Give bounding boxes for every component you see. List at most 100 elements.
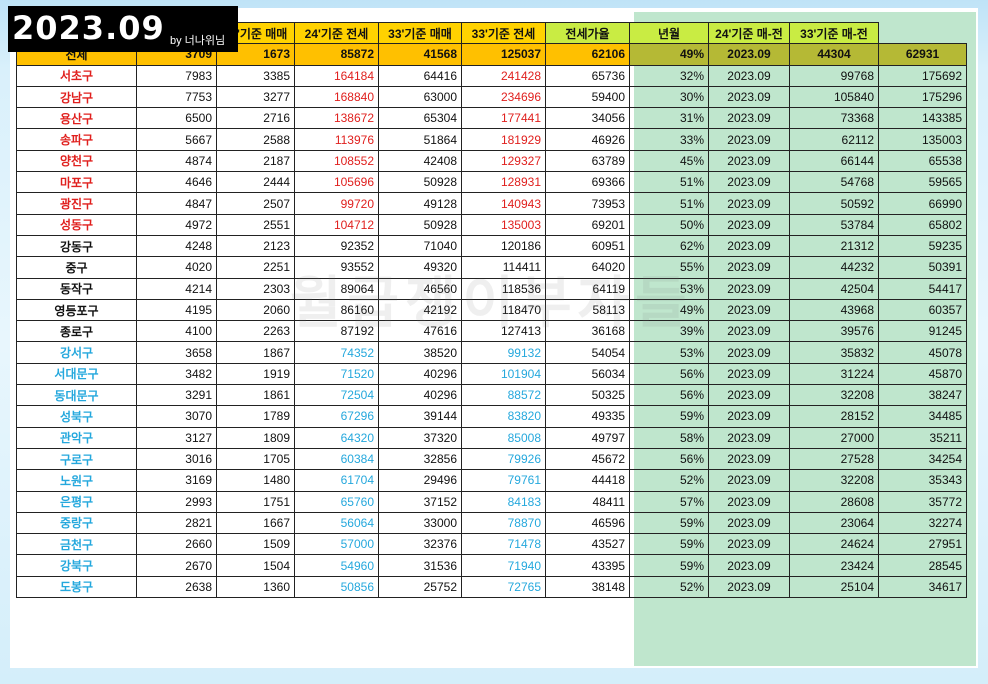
table-cell: 89064 <box>294 277 379 300</box>
table-cell: 36168 <box>545 320 630 343</box>
table-row: 중랑구 2821 1667 56064 33000 78870 46596 59% 2023.0… <box>16 511 967 535</box>
table-cell: 74352 <box>294 341 379 364</box>
table-row: 중구 4020 2251 93552 49320 114411 64020 55% 2023.0… <box>16 256 967 279</box>
table-cell: 28545 <box>878 554 967 577</box>
table-cell: 3482 <box>136 362 217 386</box>
district-name: 종로구 <box>16 320 137 343</box>
district-name: 강남구 <box>16 85 137 109</box>
table-cell: 99720 <box>294 192 379 215</box>
table-cell: 48411 <box>545 490 630 513</box>
table-cell: 56% <box>629 447 709 471</box>
district-name: 관악구 <box>16 426 137 449</box>
table-cell: 2444 <box>216 171 295 194</box>
table-cell: 59% <box>629 554 709 577</box>
table-cell: 53% <box>629 341 709 364</box>
district-name: 강서구 <box>16 341 137 364</box>
table-cell: 4874 <box>136 149 217 173</box>
table-cell: 2638 <box>136 575 217 599</box>
table-cell: 73953 <box>545 192 630 215</box>
table-cell: 91245 <box>878 320 967 343</box>
table-cell: 56064 <box>294 511 379 535</box>
table-cell: 4214 <box>136 277 217 300</box>
table-row: 송파구 5667 2588 113976 51864 181929 46926 33% 2023… <box>16 128 967 151</box>
table-cell: 59% <box>629 511 709 535</box>
table-cell: 44232 <box>789 256 879 279</box>
table-cell: 35211 <box>878 426 967 449</box>
table-cell: 28608 <box>789 490 879 513</box>
table-row: 강서구 3658 1867 74352 38520 99132 54054 53% 2023.0… <box>16 341 967 364</box>
table-cell: 34254 <box>878 447 967 471</box>
district-name: 서초구 <box>16 64 137 87</box>
table-cell: 1861 <box>216 384 295 407</box>
table-cell: 43968 <box>789 298 879 322</box>
table-cell: 54054 <box>545 341 630 364</box>
table-cell: 32376 <box>378 533 462 556</box>
table-cell: 52% <box>629 469 709 492</box>
table-cell: 43395 <box>545 554 630 577</box>
table-row: 성동구 4972 2551 104712 50928 135003 69201 50% 2023… <box>16 213 967 236</box>
table-cell: 5667 <box>136 128 217 151</box>
table-cell: 1809 <box>216 426 295 449</box>
table-cell: 2023.09 <box>708 490 790 513</box>
table-cell: 164184 <box>294 64 379 87</box>
table-cell: 28152 <box>789 405 879 428</box>
table-row: 강동구 4248 2123 92352 71040 120186 60951 62% 2023.… <box>16 234 967 258</box>
header-cell: 24'기준 매-전 <box>708 21 790 45</box>
table-cell: 168840 <box>294 85 379 109</box>
table-cell: 32274 <box>878 511 967 535</box>
district-name: 마포구 <box>16 171 137 194</box>
table-cell: 34485 <box>878 405 967 428</box>
table-cell: 33000 <box>378 511 462 535</box>
table-row: 용산구 6500 2716 138672 65304 177441 34056 31% 2023… <box>16 107 967 130</box>
table-cell: 2023.09 <box>708 533 790 556</box>
table-cell: 4972 <box>136 213 217 236</box>
district-name: 금천구 <box>16 533 137 556</box>
table-cell: 31% <box>629 107 709 130</box>
table-cell: 2023.09 <box>708 426 790 449</box>
table-cell: 39576 <box>789 320 879 343</box>
district-name: 양천구 <box>16 149 137 173</box>
table-cell: 24624 <box>789 533 879 556</box>
table-cell: 2023.09 <box>708 554 790 577</box>
table-cell: 1867 <box>216 341 295 364</box>
table-cell: 2588 <box>216 128 295 151</box>
table-cell: 50928 <box>378 213 462 236</box>
table-cell: 62% <box>629 234 709 258</box>
table-cell: 2263 <box>216 320 295 343</box>
table-cell: 1480 <box>216 469 295 492</box>
table-cell: 27000 <box>789 426 879 449</box>
total-cell: 85872 <box>294 43 379 66</box>
district-name: 구로구 <box>16 447 137 471</box>
district-name: 중랑구 <box>16 511 137 535</box>
district-name: 강북구 <box>16 554 137 577</box>
district-name: 성북구 <box>16 405 137 428</box>
table-cell: 53784 <box>789 213 879 236</box>
table-cell: 23064 <box>789 511 879 535</box>
table-cell: 105840 <box>789 85 879 109</box>
table-cell: 1667 <box>216 511 295 535</box>
table-cell: 2023.09 <box>708 64 790 87</box>
district-name: 은평구 <box>16 490 137 513</box>
table-cell: 42504 <box>789 277 879 300</box>
table-cell: 177441 <box>461 107 546 130</box>
table-cell: 2023.09 <box>708 128 790 151</box>
table-cell: 3658 <box>136 341 217 364</box>
table-cell: 32208 <box>789 469 879 492</box>
total-cell: 62106 <box>545 43 630 66</box>
table-cell: 7753 <box>136 85 217 109</box>
table-cell: 135003 <box>878 128 967 151</box>
table-row: 구로구 3016 1705 60384 32856 79926 45672 56% 2023.0… <box>16 447 967 471</box>
table-cell: 67296 <box>294 405 379 428</box>
table-cell: 34056 <box>545 107 630 130</box>
table-cell: 2023.09 <box>708 320 790 343</box>
table-cell: 51864 <box>378 128 462 151</box>
table-cell: 2023.09 <box>708 149 790 173</box>
total-cell: 62931 <box>878 43 967 66</box>
table-cell: 175296 <box>878 85 967 109</box>
table-cell: 35343 <box>878 469 967 492</box>
table-cell: 71940 <box>461 554 546 577</box>
table-cell: 58% <box>629 426 709 449</box>
table-cell: 65304 <box>378 107 462 130</box>
table-cell: 2023.09 <box>708 107 790 130</box>
